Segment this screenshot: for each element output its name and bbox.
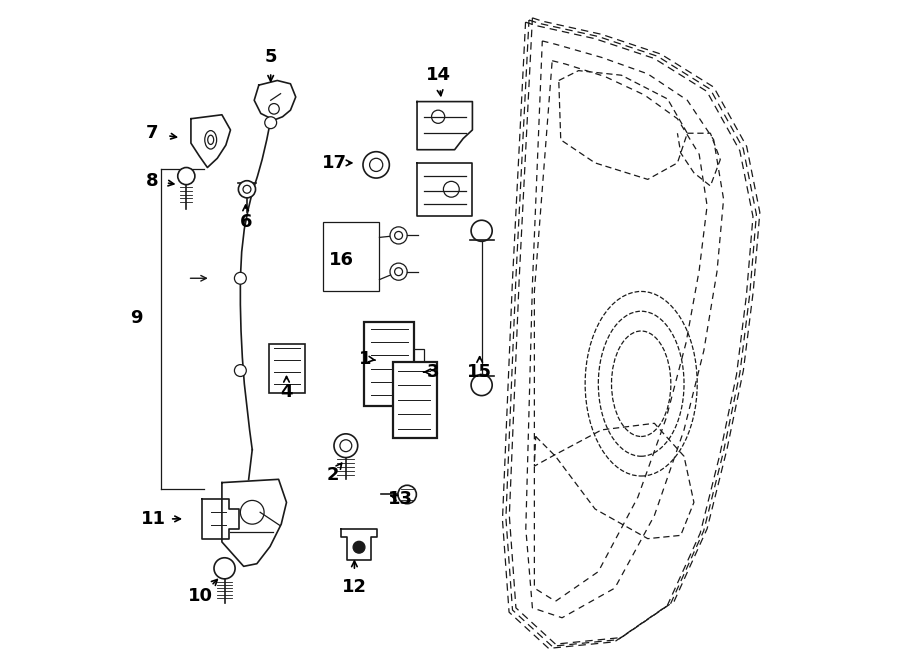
Circle shape (334, 434, 357, 457)
Text: 15: 15 (467, 363, 492, 381)
Text: 8: 8 (146, 171, 158, 190)
Circle shape (234, 272, 247, 284)
Circle shape (177, 167, 195, 185)
Polygon shape (202, 499, 239, 539)
Circle shape (234, 365, 247, 377)
Text: 13: 13 (388, 490, 413, 508)
Bar (392, 362, 437, 438)
Circle shape (265, 117, 276, 128)
Bar (269, 344, 305, 393)
Text: 4: 4 (280, 383, 292, 401)
Circle shape (390, 263, 407, 280)
Polygon shape (417, 163, 473, 216)
Circle shape (238, 181, 256, 198)
Bar (414, 349, 424, 369)
Text: 17: 17 (322, 154, 347, 172)
Circle shape (471, 220, 492, 242)
Text: 5: 5 (265, 48, 277, 66)
Circle shape (471, 375, 492, 396)
Circle shape (370, 158, 382, 171)
Text: 2: 2 (327, 465, 339, 484)
Circle shape (363, 152, 390, 178)
Circle shape (398, 485, 417, 504)
Text: 10: 10 (188, 587, 213, 605)
Bar (364, 322, 414, 406)
Text: 7: 7 (146, 124, 158, 142)
Text: 14: 14 (426, 66, 451, 84)
Polygon shape (191, 115, 230, 167)
Text: 3: 3 (428, 363, 440, 381)
Polygon shape (254, 81, 296, 120)
Text: 1: 1 (359, 350, 372, 367)
Text: 12: 12 (342, 578, 367, 596)
Circle shape (390, 227, 407, 244)
Circle shape (353, 542, 365, 553)
Bar (323, 222, 380, 291)
Text: 9: 9 (130, 308, 142, 327)
Text: 16: 16 (328, 251, 354, 269)
Polygon shape (222, 479, 286, 567)
Polygon shape (417, 101, 473, 150)
Circle shape (214, 558, 235, 579)
Polygon shape (340, 529, 377, 561)
Text: 6: 6 (239, 213, 252, 231)
Text: 11: 11 (141, 510, 166, 528)
